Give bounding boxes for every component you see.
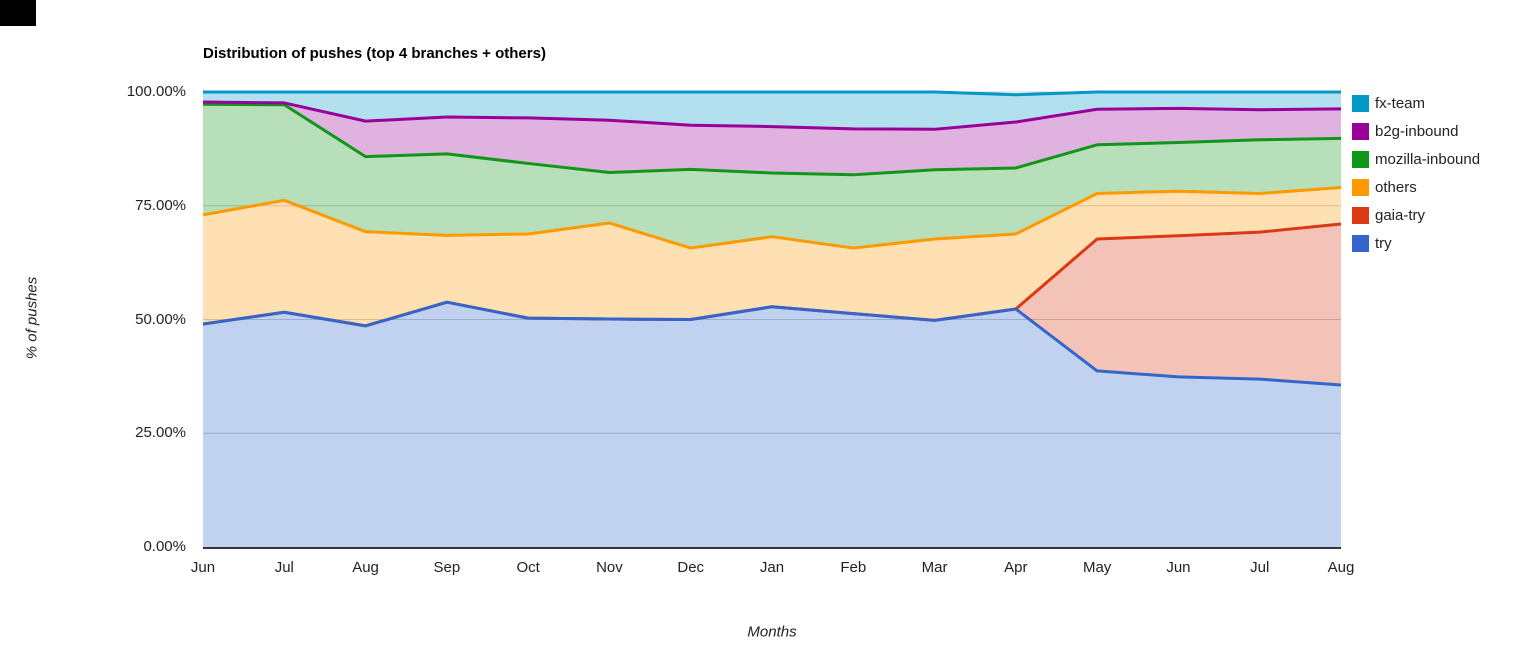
legend-swatch-icon [1352,235,1369,252]
screen-artifact-block [0,0,36,26]
area-b2g-inbound [203,102,1341,175]
x-tick-label: Feb [840,559,867,576]
line-try [202,300,1342,387]
chart-title: Distribution of pushes (top 4 branches +… [203,45,546,62]
x-tick-label: Apr [1004,559,1028,576]
line-b2g-inbound [202,100,1342,131]
line-fx-team [203,90,1341,97]
y-axis-title: % of pushes [23,276,41,360]
x-tick-label: Sep [433,559,461,576]
legend-label: b2g-inbound [1375,123,1459,140]
legend-label: others [1375,179,1417,196]
legend-label: gaia-try [1375,207,1426,224]
legend-label: mozilla-inbound [1375,151,1481,168]
x-tick-label: May [1082,559,1112,576]
x-tick-label: Aug [352,559,379,576]
x-tick-label: Jul [274,559,294,576]
area-gaia-try [203,223,1341,386]
x-tick-label: Nov [596,559,623,576]
x-tick-label: Jan [759,559,785,576]
legend-swatch-icon [1352,207,1369,224]
y-tick-label: 0.00% [143,538,186,555]
x-tick-label: Jun [1166,559,1191,576]
legend-item-gaia-try: gaia-try [1352,207,1425,224]
y-tick-label: 25.00% [135,424,186,442]
legend-item-others: others [1352,179,1417,196]
area-fx-team [203,92,1341,130]
legend-swatch-icon [1352,151,1369,168]
legend-label: fx-team [1375,95,1426,112]
line-mozilla-inbound [202,102,1342,177]
legend-item-mozilla-inbound: mozilla-inbound [1352,151,1480,168]
y-tick-label: 50.00% [135,310,186,328]
x-tick-label: Jun [190,559,216,576]
legend-swatch-icon [1352,123,1369,140]
area-others [203,187,1341,326]
x-tick-label: Jul [1250,559,1270,576]
x-tick-label: Dec [677,559,705,576]
y-tick-label: 100.00% [126,83,186,100]
x-tick-label: Mar [921,559,948,576]
legend-swatch-icon [1352,95,1369,112]
x-axis-title: Months [747,623,797,641]
legend-swatch-icon [1352,179,1369,196]
x-tick-label: Oct [516,559,540,576]
legend-item-try: try [1352,235,1392,252]
x-tick-label: Aug [1327,559,1355,576]
legend-item-b2g-inbound: b2g-inbound [1352,123,1458,140]
legend-label: try [1375,235,1392,252]
line-others [202,186,1342,250]
area-try [203,302,1341,547]
y-tick-label: 75.00% [135,196,186,214]
legend-item-fx-team: fx-team [1352,95,1425,112]
